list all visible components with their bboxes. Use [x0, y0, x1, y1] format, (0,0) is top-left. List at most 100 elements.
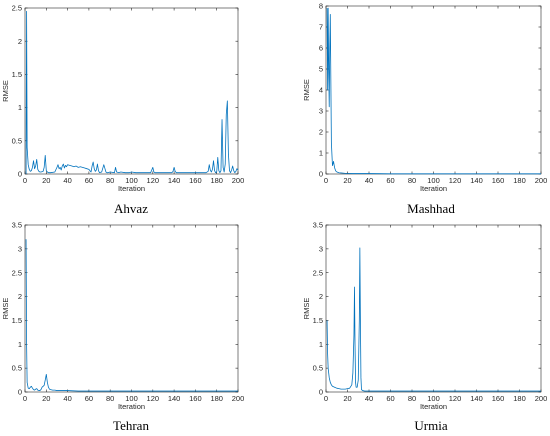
chart-panel-urmia: 0 20 40 60 80 100 120 140 160 180 200 0 0.5 1 1.5 2 2.5 3…	[302, 221, 547, 433]
x-tick-label: 60	[386, 176, 394, 185]
x-tick-label: 60	[85, 394, 93, 403]
x-tick-label: 20	[343, 394, 351, 403]
x-tick-label: 40	[365, 394, 373, 403]
y-tick-label: 8	[319, 2, 323, 11]
x-tick-label: 20	[42, 394, 50, 403]
panel-caption: Urmia	[414, 418, 447, 433]
x-tick-label: 40	[63, 176, 71, 185]
y-tick-label: 0.5	[12, 364, 22, 373]
x-tick-label: 120	[147, 176, 160, 185]
y-tick-label: 2.5	[12, 4, 22, 13]
y-tick-label: 1.5	[313, 316, 323, 325]
y-tick-label: 0.5	[12, 136, 22, 145]
series-line	[326, 247, 541, 392]
x-tick-label: 60	[386, 394, 394, 403]
x-tick-label: 0	[23, 176, 27, 185]
y-tick-label: 3	[18, 244, 22, 253]
chart-panel-mashhad: 0 20 40 60 80 100 120 140 160 180 200 0 1 2 3 4 5 6 7 8 Iter…	[302, 2, 547, 216]
series-line	[326, 7, 541, 175]
y-tick-label: 2	[319, 292, 323, 301]
x-tick-label: 0	[324, 394, 328, 403]
y-tick-label: 2	[319, 128, 323, 137]
x-tick-label: 160	[189, 394, 202, 403]
y-tick-label: 3	[319, 244, 323, 253]
panel-caption: Mashhad	[407, 201, 455, 216]
x-tick-label: 20	[42, 176, 50, 185]
x-tick-label: 200	[232, 394, 245, 403]
y-axis-label: RMSE	[1, 80, 10, 102]
x-tick-label: 140	[470, 176, 483, 185]
x-tick-label: 100	[427, 394, 440, 403]
x-tick-label: 180	[513, 176, 526, 185]
y-axis-label: RMSE	[302, 298, 311, 320]
x-axis-label: Iteration	[420, 402, 447, 411]
y-tick-label: 3.5	[313, 221, 323, 230]
x-tick-label: 80	[408, 394, 416, 403]
x-tick-label: 140	[168, 394, 181, 403]
x-tick-label: 160	[492, 394, 505, 403]
x-tick-label: 120	[449, 176, 462, 185]
y-tick-label: 0	[319, 388, 323, 397]
x-tick-label: 120	[449, 394, 462, 403]
y-tick-label: 2	[18, 292, 22, 301]
plot-area	[325, 224, 542, 393]
y-tick-label: 0	[18, 170, 22, 179]
x-tick-label: 0	[324, 176, 328, 185]
x-axis-label: Iteration	[118, 402, 145, 411]
x-tick-label: 140	[168, 176, 181, 185]
x-tick-label: 180	[210, 394, 223, 403]
x-axis-label: Iteration	[118, 184, 145, 193]
chart-panel-ahvaz: 0 20 40 60 80 100 120 140 160 180 200 0 0.5 1 1.5 2 2.5 I…	[1, 4, 244, 216]
y-tick-label: 3.5	[12, 221, 22, 230]
y-tick-label: 6	[319, 44, 323, 53]
x-tick-label: 180	[513, 394, 526, 403]
x-tick-label: 60	[85, 176, 93, 185]
x-tick-label: 80	[408, 176, 416, 185]
y-tick-label: 1	[18, 103, 22, 112]
x-tick-label: 40	[63, 394, 71, 403]
chart-panel-tehran: 0 20 40 60 80 100 120 140 160 180 200 0 0.5 1 1.5 2 2.5 3…	[1, 221, 244, 433]
y-tick-label: 1	[18, 340, 22, 349]
y-tick-label: 2.5	[12, 268, 22, 277]
x-tick-label: 100	[125, 394, 138, 403]
x-tick-label: 40	[365, 176, 373, 185]
x-tick-label: 200	[535, 394, 548, 403]
x-tick-label: 140	[470, 394, 483, 403]
x-axis-label: Iteration	[420, 184, 447, 193]
y-tick-label: 2.5	[313, 268, 323, 277]
y-tick-label: 0	[18, 388, 22, 397]
x-tick-label: 160	[189, 176, 202, 185]
x-tick-label: 80	[106, 176, 114, 185]
y-tick-label: 0.5	[313, 364, 323, 373]
series-line	[25, 239, 238, 392]
x-tick-label: 20	[343, 176, 351, 185]
y-tick-label: 4	[319, 86, 323, 95]
y-tick-label: 1.5	[12, 70, 22, 79]
y-tick-label: 5	[319, 65, 323, 74]
y-tick-label: 1	[319, 149, 323, 158]
x-tick-label: 200	[535, 176, 548, 185]
y-tick-label: 2	[18, 37, 22, 46]
y-tick-label: 3	[319, 107, 323, 116]
x-tick-label: 160	[492, 176, 505, 185]
y-tick-label: 1	[319, 340, 323, 349]
x-tick-label: 200	[232, 176, 245, 185]
panel-caption: Ahvaz	[114, 201, 148, 216]
x-tick-label: 80	[106, 394, 114, 403]
x-tick-label: 100	[125, 176, 138, 185]
plot-area	[325, 5, 542, 175]
y-axis-label: RMSE	[1, 298, 10, 320]
plot-area	[24, 224, 239, 393]
panel-caption: Tehran	[113, 418, 149, 433]
x-tick-label: 120	[147, 394, 160, 403]
plot-area	[24, 7, 239, 175]
y-tick-label: 0	[319, 170, 323, 179]
x-tick-label: 0	[23, 394, 27, 403]
y-tick-label: 7	[319, 23, 323, 32]
y-tick-label: 1.5	[12, 316, 22, 325]
x-tick-label: 180	[210, 176, 223, 185]
series-line	[25, 10, 239, 175]
x-tick-label: 100	[427, 176, 440, 185]
y-axis-label: RMSE	[302, 79, 311, 101]
